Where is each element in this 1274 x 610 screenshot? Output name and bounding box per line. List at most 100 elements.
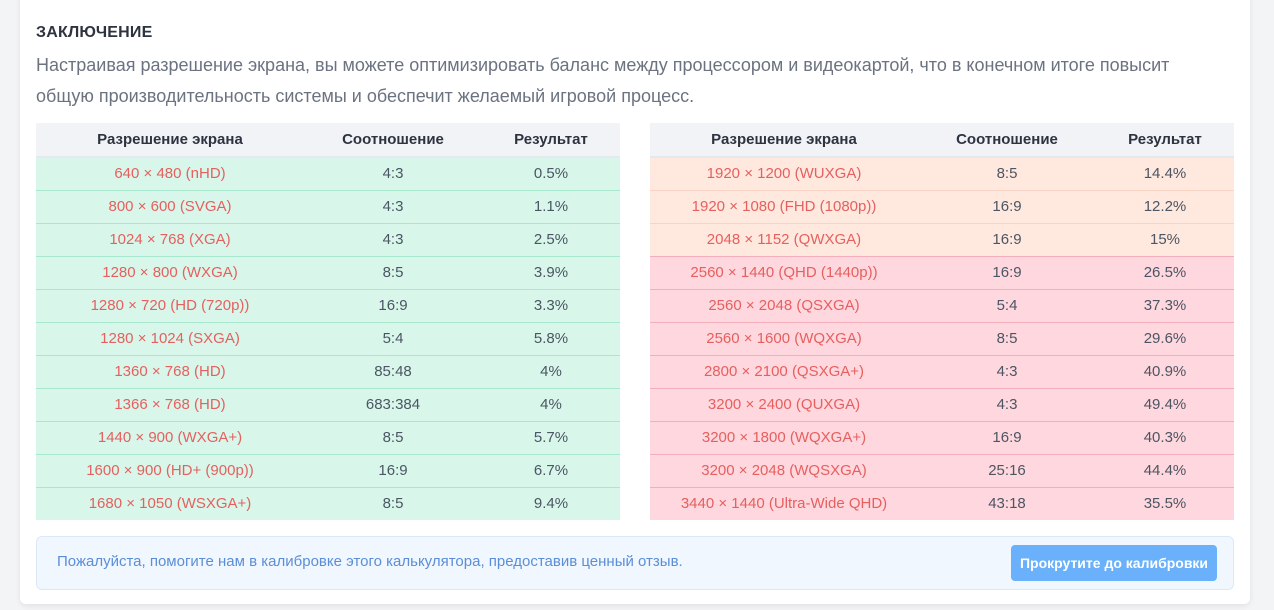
ratio-cell: 85:48 bbox=[304, 354, 482, 388]
resolution-cell: 640 × 480 (nHD) bbox=[36, 156, 304, 190]
result-cell: 4% bbox=[482, 387, 620, 421]
feedback-text: Пожалуйста, помогите нам в калибровке эт… bbox=[57, 553, 683, 570]
resolution-cell: 2560 × 1600 (WQXGA) bbox=[650, 321, 918, 355]
ratio-cell: 43:18 bbox=[918, 486, 1096, 520]
ratio-cell: 25:16 bbox=[918, 453, 1096, 487]
resolution-cell: 1280 × 720 (HD (720p)) bbox=[36, 288, 304, 322]
result-cell: 49.4% bbox=[1096, 387, 1234, 421]
table-row: 1680 × 1050 (WSXGA+) 8:5 9.4% bbox=[36, 486, 620, 520]
resolution-cell: 1280 × 1024 (SXGA) bbox=[36, 321, 304, 355]
result-cell: 12.2% bbox=[1096, 189, 1234, 223]
ratio-cell: 8:5 bbox=[304, 420, 482, 454]
result-cell: 5.8% bbox=[482, 321, 620, 355]
resolution-cell: 2800 × 2100 (QSXGA+) bbox=[650, 354, 918, 388]
result-cell: 26.5% bbox=[1096, 255, 1234, 289]
header-result: Результат bbox=[1096, 123, 1234, 158]
resolution-cell: 800 × 600 (SVGA) bbox=[36, 189, 304, 223]
result-cell: 44.4% bbox=[1096, 453, 1234, 487]
section-text: Настраивая разрешение экрана, вы можете … bbox=[36, 55, 1170, 106]
result-cell: 5.7% bbox=[482, 420, 620, 454]
resolution-cell: 1920 × 1080 (FHD (1080p)) bbox=[650, 189, 918, 223]
ratio-cell: 4:3 bbox=[304, 189, 482, 223]
resolution-cell: 3200 × 2400 (QUXGA) bbox=[650, 387, 918, 421]
resolution-cell: 2048 × 1152 (QWXGA) bbox=[650, 222, 918, 256]
resolution-cell: 1600 × 900 (HD+ (900p)) bbox=[36, 453, 304, 487]
resolution-cell: 1920 × 1200 (WUXGA) bbox=[650, 156, 918, 190]
resolution-cell: 3440 × 1440 (Ultra-Wide QHD) bbox=[650, 486, 918, 520]
ratio-cell: 4:3 bbox=[304, 156, 482, 190]
ratio-cell: 8:5 bbox=[304, 486, 482, 520]
resolution-cell: 3200 × 1800 (WQXGA+) bbox=[650, 420, 918, 454]
table-row: 1280 × 800 (WXGA) 8:5 3.9% bbox=[36, 255, 620, 289]
table-row: 1920 × 1080 (FHD (1080p)) 16:9 12.2% bbox=[650, 189, 1234, 223]
left-results-table: Разрешение экрана Соотношение Результат … bbox=[36, 123, 620, 520]
result-cell: 14.4% bbox=[1096, 156, 1234, 190]
resolution-cell: 1360 × 768 (HD) bbox=[36, 354, 304, 388]
resolution-cell: 2560 × 2048 (QSXGA) bbox=[650, 288, 918, 322]
resolution-cell: 3200 × 2048 (WQSXGA) bbox=[650, 453, 918, 487]
result-cell: 0.5% bbox=[482, 156, 620, 190]
ratio-cell: 683:384 bbox=[304, 387, 482, 421]
ratio-cell: 16:9 bbox=[304, 453, 482, 487]
result-cell: 3.9% bbox=[482, 255, 620, 289]
result-cell: 37.3% bbox=[1096, 288, 1234, 322]
ratio-cell: 5:4 bbox=[304, 321, 482, 355]
section-title: ЗАКЛЮЧЕНИЕ bbox=[36, 24, 153, 41]
table-row: 1280 × 720 (HD (720p)) 16:9 3.3% bbox=[36, 288, 620, 322]
resolution-cell: 1280 × 800 (WXGA) bbox=[36, 255, 304, 289]
resolution-cell: 1024 × 768 (XGA) bbox=[36, 222, 304, 256]
result-cell: 9.4% bbox=[482, 486, 620, 520]
ratio-cell: 16:9 bbox=[304, 288, 482, 322]
table-row: 1920 × 1200 (WUXGA) 8:5 14.4% bbox=[650, 156, 1234, 190]
table-row: 800 × 600 (SVGA) 4:3 1.1% bbox=[36, 189, 620, 223]
table-row: 3200 × 2400 (QUXGA) 4:3 49.4% bbox=[650, 387, 1234, 421]
table-row: 640 × 480 (nHD) 4:3 0.5% bbox=[36, 156, 620, 190]
ratio-cell: 8:5 bbox=[918, 321, 1096, 355]
table-row: 1440 × 900 (WXGA+) 8:5 5.7% bbox=[36, 420, 620, 454]
ratio-cell: 16:9 bbox=[918, 420, 1096, 454]
header-ratio: Соотношение bbox=[918, 123, 1096, 158]
result-cell: 40.3% bbox=[1096, 420, 1234, 454]
result-cell: 35.5% bbox=[1096, 486, 1234, 520]
header-result: Результат bbox=[482, 123, 620, 158]
result-cell: 3.3% bbox=[482, 288, 620, 322]
ratio-cell: 16:9 bbox=[918, 222, 1096, 256]
ratio-cell: 4:3 bbox=[918, 387, 1096, 421]
resolution-cell: 2560 × 1440 (QHD (1440p)) bbox=[650, 255, 918, 289]
result-cell: 29.6% bbox=[1096, 321, 1234, 355]
ratio-cell: 5:4 bbox=[918, 288, 1096, 322]
table-header-row: Разрешение экрана Соотношение Результат bbox=[650, 123, 1234, 158]
table-row: 2800 × 2100 (QSXGA+) 4:3 40.9% bbox=[650, 354, 1234, 388]
header-resolution: Разрешение экрана bbox=[650, 123, 918, 158]
result-cell: 40.9% bbox=[1096, 354, 1234, 388]
table-row: 3200 × 1800 (WQXGA+) 16:9 40.3% bbox=[650, 420, 1234, 454]
ratio-cell: 16:9 bbox=[918, 189, 1096, 223]
header-resolution: Разрешение экрана bbox=[36, 123, 304, 158]
table-row: 1024 × 768 (XGA) 4:3 2.5% bbox=[36, 222, 620, 256]
table-row: 1280 × 1024 (SXGA) 5:4 5.8% bbox=[36, 321, 620, 355]
result-cell: 4% bbox=[482, 354, 620, 388]
result-cell: 6.7% bbox=[482, 453, 620, 487]
table-header-row: Разрешение экрана Соотношение Результат bbox=[36, 123, 620, 158]
table-row: 1600 × 900 (HD+ (900p)) 16:9 6.7% bbox=[36, 453, 620, 487]
ratio-cell: 4:3 bbox=[918, 354, 1096, 388]
ratio-cell: 16:9 bbox=[918, 255, 1096, 289]
table-row: 2560 × 2048 (QSXGA) 5:4 37.3% bbox=[650, 288, 1234, 322]
feedback-banner: Пожалуйста, помогите нам в калибровке эт… bbox=[36, 536, 1234, 590]
table-row: 1366 × 768 (HD) 683:384 4% bbox=[36, 387, 620, 421]
header-ratio: Соотношение bbox=[304, 123, 482, 158]
scroll-to-calibration-button[interactable]: Прокрутите до калибровки bbox=[1011, 545, 1217, 581]
ratio-cell: 8:5 bbox=[304, 255, 482, 289]
table-row: 3440 × 1440 (Ultra-Wide QHD) 43:18 35.5% bbox=[650, 486, 1234, 520]
table-row: 2048 × 1152 (QWXGA) 16:9 15% bbox=[650, 222, 1234, 256]
resolution-cell: 1680 × 1050 (WSXGA+) bbox=[36, 486, 304, 520]
result-cell: 15% bbox=[1096, 222, 1234, 256]
table-row: 2560 × 1440 (QHD (1440p)) 16:9 26.5% bbox=[650, 255, 1234, 289]
resolution-cell: 1440 × 900 (WXGA+) bbox=[36, 420, 304, 454]
result-cell: 2.5% bbox=[482, 222, 620, 256]
ratio-cell: 4:3 bbox=[304, 222, 482, 256]
table-row: 2560 × 1600 (WQXGA) 8:5 29.6% bbox=[650, 321, 1234, 355]
resolution-cell: 1366 × 768 (HD) bbox=[36, 387, 304, 421]
table-row: 3200 × 2048 (WQSXGA) 25:16 44.4% bbox=[650, 453, 1234, 487]
table-row: 1360 × 768 (HD) 85:48 4% bbox=[36, 354, 620, 388]
